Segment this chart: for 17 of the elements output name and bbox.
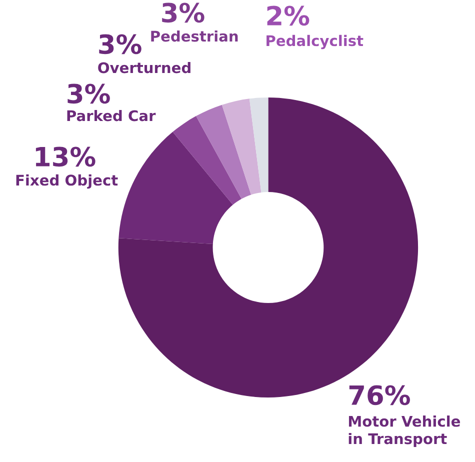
slice-label: Overturned bbox=[98, 62, 190, 74]
donut-slice bbox=[196, 104, 252, 199]
donut-slice bbox=[172, 116, 242, 205]
slice-label: Pedalcyclist bbox=[266, 34, 364, 50]
data-label: 3% bbox=[162, 2, 204, 23]
donut-slice bbox=[249, 98, 268, 192]
donut-slice bbox=[118, 132, 233, 244]
data-label: 3% bbox=[68, 84, 110, 104]
slice-label: Pedestrian bbox=[151, 30, 238, 42]
data-label: 2% bbox=[267, 6, 310, 26]
data-label: 76% bbox=[349, 385, 410, 406]
slice-label: Parked Car bbox=[67, 110, 156, 122]
data-label: 3% bbox=[99, 34, 142, 54]
data-label: 13% bbox=[36, 146, 96, 167]
slice-label: Fixed Object bbox=[16, 174, 118, 189]
slice-label: Motor Vehicle in Transport bbox=[348, 416, 460, 448]
donut-slice bbox=[222, 98, 262, 195]
